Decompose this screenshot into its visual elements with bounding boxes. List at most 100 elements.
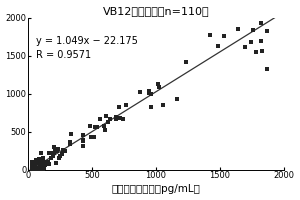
Point <box>148 92 153 95</box>
Point <box>81 139 85 143</box>
Point <box>33 158 38 161</box>
Point <box>146 90 151 93</box>
Point <box>155 82 160 86</box>
Point <box>49 157 53 160</box>
Point <box>59 152 64 155</box>
Point <box>29 167 34 170</box>
Point <box>29 168 34 171</box>
Point <box>36 168 41 171</box>
Point <box>124 104 128 107</box>
Point <box>29 168 34 171</box>
Text: y = 1.049x − 22.175: y = 1.049x − 22.175 <box>36 36 137 46</box>
Point <box>44 161 49 164</box>
Point <box>31 168 36 171</box>
Point <box>39 160 44 163</box>
Point <box>34 162 39 165</box>
Point <box>57 156 62 159</box>
Point <box>45 160 50 163</box>
Point <box>29 165 34 169</box>
Point <box>44 161 48 164</box>
Point <box>53 149 58 153</box>
Point <box>68 142 72 145</box>
Point <box>106 121 111 124</box>
Point <box>60 149 65 152</box>
Point <box>258 21 263 24</box>
Point <box>36 161 41 164</box>
Point <box>29 168 34 171</box>
Point <box>43 161 47 164</box>
Point <box>38 167 43 171</box>
Point <box>31 167 36 170</box>
Point <box>32 166 36 169</box>
Point <box>42 164 46 167</box>
Point <box>63 150 68 153</box>
Point <box>33 164 38 168</box>
Point <box>40 167 45 171</box>
Point <box>37 157 41 160</box>
Point <box>265 68 270 71</box>
Point <box>208 33 212 36</box>
Point <box>250 28 255 31</box>
Point <box>174 98 179 101</box>
Point <box>118 116 123 119</box>
Point <box>113 118 118 121</box>
Point <box>52 151 56 154</box>
Point <box>29 161 34 164</box>
Point <box>51 151 56 154</box>
Point <box>32 162 37 165</box>
Point <box>41 166 46 170</box>
Point <box>58 154 62 158</box>
Point <box>156 86 161 89</box>
Point <box>34 168 39 171</box>
Point <box>57 156 62 159</box>
Point <box>97 118 102 121</box>
Point <box>87 125 92 128</box>
Point <box>47 163 52 166</box>
Point <box>137 90 142 93</box>
Point <box>117 106 122 109</box>
Point <box>43 163 47 166</box>
Point <box>50 154 55 157</box>
Point <box>39 166 44 169</box>
Point <box>29 166 34 169</box>
Point <box>236 27 240 31</box>
Point <box>43 160 47 163</box>
Point <box>38 163 43 167</box>
Point <box>69 132 74 136</box>
Point <box>40 159 45 162</box>
Point <box>55 150 60 153</box>
Point <box>114 116 119 119</box>
Point <box>101 124 106 128</box>
Point <box>52 145 57 148</box>
X-axis label: 放免试剂测定値（pg/mL）: 放免试剂测定値（pg/mL） <box>112 184 200 194</box>
Point <box>92 135 96 138</box>
Point <box>34 166 39 169</box>
Point <box>39 152 44 155</box>
Point <box>242 45 247 48</box>
Point <box>216 44 220 47</box>
Point <box>260 50 265 53</box>
Point <box>107 117 112 121</box>
Point <box>254 50 258 54</box>
Point <box>148 105 153 109</box>
Point <box>103 128 108 132</box>
Point <box>80 144 85 147</box>
Point <box>38 164 43 167</box>
Point <box>38 165 43 169</box>
Point <box>54 161 59 164</box>
Point <box>68 141 73 144</box>
Point <box>183 60 188 64</box>
Title: VB12临床试验（n=110）: VB12临床试验（n=110） <box>103 6 209 16</box>
Point <box>259 39 263 42</box>
Point <box>36 168 40 171</box>
Point <box>40 160 45 164</box>
Point <box>80 133 85 136</box>
Point <box>265 30 270 33</box>
Point <box>46 151 51 155</box>
Point <box>36 159 41 163</box>
Point <box>41 157 46 160</box>
Point <box>33 164 38 167</box>
Point <box>120 117 125 120</box>
Point <box>221 34 226 38</box>
Point <box>40 168 44 171</box>
